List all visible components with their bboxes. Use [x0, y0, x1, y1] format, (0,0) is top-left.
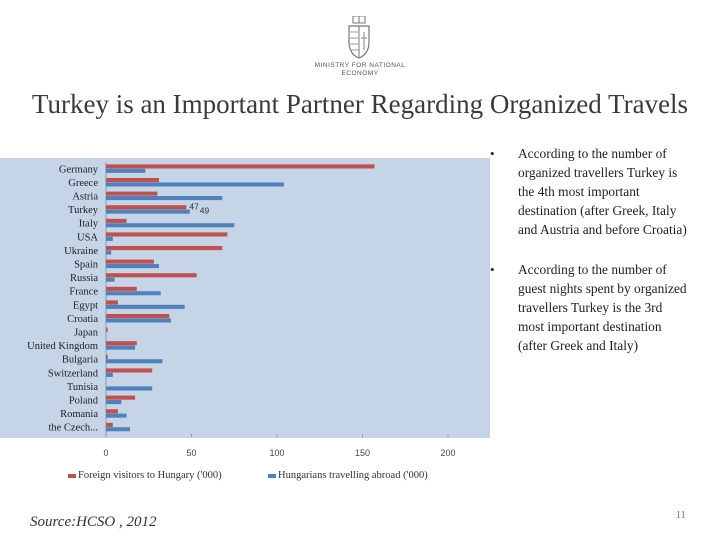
x-tick-label: 150 [355, 448, 370, 458]
y-tick-label: Switzerland [48, 368, 99, 379]
ministry-logo: MINISTRY FOR NATIONAL ECONOMY [300, 14, 420, 84]
slide-title: Turkey is an Important Partner Regarding… [31, 89, 689, 119]
bar-hungarians-abroad [106, 345, 136, 350]
x-tick-label: 100 [269, 448, 284, 458]
x-tick-label: 50 [186, 448, 196, 458]
y-tick-label: Italy [79, 219, 99, 230]
bar-foreign-visitors [106, 368, 153, 373]
bullet-item: • According to the number of guest night… [486, 260, 691, 355]
bar-foreign-visitors [106, 409, 118, 414]
bar-foreign-visitors [106, 300, 118, 305]
data-label: 49 [200, 206, 210, 216]
bar-foreign-visitors [106, 178, 160, 183]
bar-hungarians-abroad [106, 413, 127, 418]
source-note: Source:HCSO , 2012 [30, 514, 157, 530]
bar-hungarians-abroad [106, 427, 130, 432]
bar-foreign-visitors [106, 259, 154, 264]
bar-foreign-visitors [106, 327, 108, 332]
bar-hungarians-abroad [106, 168, 146, 173]
bar-hungarians-abroad [106, 359, 163, 364]
bar-chart: Germany Greece Astria Turkey Italy USA Ukraine… [0, 158, 490, 481]
ministry-name: MINISTRY FOR NATIONAL ECONOMY [314, 62, 406, 77]
y-tick-label: Croatia [67, 314, 98, 325]
bar-hungarians-abroad [106, 386, 153, 391]
y-tick-label: Germany [59, 164, 99, 175]
legend-label: Foreign visitors to Hungary ('000) [78, 470, 222, 481]
y-tick-label: Greece [68, 178, 98, 189]
bar-hungarians-abroad [106, 264, 160, 269]
slide-number: 11 [676, 510, 686, 521]
bar-foreign-visitors [106, 395, 136, 400]
bullet-text: According to the number of guest nights … [518, 262, 687, 353]
legend-swatch [268, 474, 276, 478]
bar-hungarians-abroad [106, 372, 113, 377]
bar-hungarians-abroad [106, 277, 115, 282]
bar-hungarians-abroad [106, 209, 190, 214]
bar-hungarians-abroad [106, 318, 171, 323]
legend-swatch [68, 474, 76, 478]
bar-foreign-visitors [106, 232, 228, 237]
y-tick-label: Russia [70, 273, 98, 284]
bar-foreign-visitors [106, 422, 113, 427]
bar-hungarians-abroad [106, 250, 112, 255]
y-tick-label: United Kingdom [27, 341, 98, 352]
bar-hungarians-abroad [106, 304, 185, 309]
y-tick-label: USA [77, 232, 98, 243]
coat-of-arms-icon [348, 16, 370, 59]
bar-foreign-visitors [106, 341, 137, 346]
bar-foreign-visitors [106, 354, 108, 359]
bar-hungarians-abroad [106, 400, 122, 405]
bar-foreign-visitors [106, 191, 158, 196]
bar-foreign-visitors [106, 205, 187, 210]
y-tick-label: Tunisia [67, 382, 98, 393]
bar-foreign-visitors [106, 246, 223, 251]
y-tick-label: Astria [72, 192, 98, 203]
y-tick-label: France [69, 287, 98, 298]
y-tick-label: Bulgaria [62, 355, 98, 366]
bullet-list: • According to the number of organized t… [486, 144, 691, 355]
bar-foreign-visitors [106, 314, 170, 319]
bar-foreign-visitors [106, 164, 375, 169]
plot-area [0, 158, 490, 438]
y-tick-label: Egypt [73, 300, 98, 311]
bar-foreign-visitors [106, 273, 197, 278]
bar-foreign-visitors [106, 286, 137, 291]
bar-hungarians-abroad [106, 196, 223, 201]
y-tick-label: Poland [69, 396, 99, 407]
bar-hungarians-abroad [106, 291, 161, 296]
bar-foreign-visitors [106, 218, 127, 223]
legend-label: Hungarians travelling abroad ('000) [278, 470, 428, 481]
bar-hungarians-abroad [106, 223, 235, 228]
bullet-symbol: • [490, 146, 495, 161]
bullet-symbol: • [490, 262, 495, 277]
bullet-item: • According to the number of organized t… [486, 144, 691, 239]
y-tick-label: Japan [74, 328, 99, 339]
data-label: 47 [189, 202, 199, 212]
y-tick-label: Ukraine [64, 246, 98, 257]
y-tick-label: the Czech... [48, 423, 98, 434]
bar-hungarians-abroad [106, 182, 284, 187]
bullet-text: According to the number of organized tra… [518, 146, 687, 237]
y-tick-label: Romania [60, 409, 98, 420]
x-tick-label: 0 [103, 448, 108, 458]
y-tick-label: Spain [74, 260, 99, 271]
bar-hungarians-abroad [106, 236, 113, 241]
y-tick-label: Turkey [68, 205, 99, 216]
x-tick-label: 200 [440, 448, 455, 458]
